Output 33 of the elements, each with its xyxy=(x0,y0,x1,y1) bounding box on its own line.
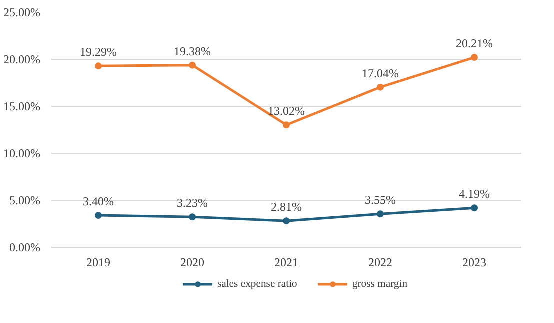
point xyxy=(377,210,384,218)
data-label: 19.29% xyxy=(80,45,117,60)
point xyxy=(471,54,478,62)
y-tick-label: 5.00% xyxy=(10,194,41,208)
y-tick-label: 15.00% xyxy=(4,100,41,114)
x-tick-label: 2020 xyxy=(180,256,204,270)
y-tick-label: 25.00% xyxy=(4,6,41,20)
x-tick-label: 2023 xyxy=(462,256,486,270)
data-label: 2.81% xyxy=(271,200,302,214)
y-tick-label: 0.00% xyxy=(10,240,41,254)
y-tick-label: 20.00% xyxy=(4,52,41,66)
point xyxy=(95,62,102,70)
data-label: 3.23% xyxy=(177,196,208,210)
x-tick-label: 2022 xyxy=(368,256,392,270)
data-label: 3.40% xyxy=(83,194,114,209)
legend-label: sales expense ratio xyxy=(217,278,298,290)
x-tick-label: 2019 xyxy=(86,256,110,270)
point xyxy=(283,122,290,129)
data-label: 13.02% xyxy=(268,104,305,118)
x-tick-label: 2021 xyxy=(274,256,298,270)
y-tick-label: 10.00% xyxy=(4,146,41,160)
point xyxy=(283,218,290,225)
data-label: 19.38% xyxy=(174,44,211,58)
data-label: 20.21% xyxy=(456,36,493,51)
point xyxy=(189,214,196,221)
data-label: 3.55% xyxy=(365,193,396,208)
point xyxy=(189,62,196,69)
legend-label: gross margin xyxy=(352,278,408,290)
point xyxy=(95,212,102,220)
data-label: 17.04% xyxy=(362,66,399,80)
data-label: 4.19% xyxy=(459,187,490,202)
point xyxy=(377,84,384,91)
point xyxy=(471,204,478,212)
